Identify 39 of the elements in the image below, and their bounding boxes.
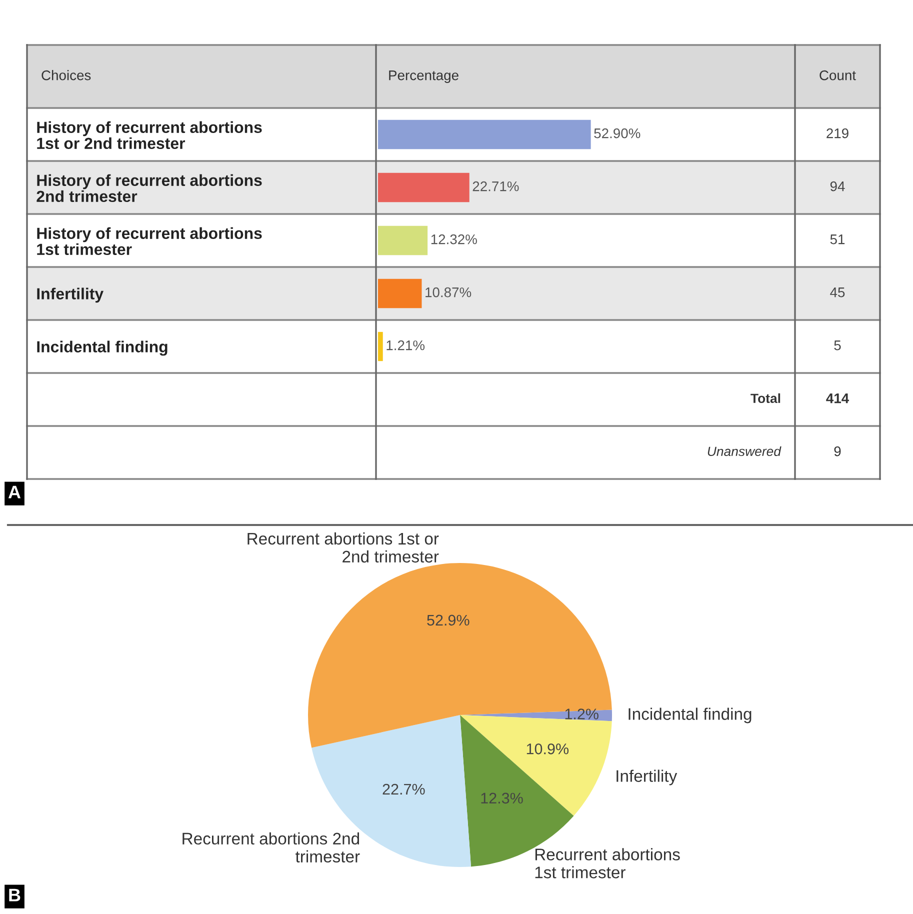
slice-label: Recurrent abortions 1st trimester — [535, 848, 680, 878]
text: 5 — [834, 340, 841, 350]
text: 94 — [830, 181, 845, 192]
data-label: 1.2% — [565, 708, 598, 720]
y-tick-label: Infertility — [37, 288, 104, 303]
bar — [378, 172, 470, 202]
slice-label: Recurrent abortions 2nd trimester — [182, 832, 360, 863]
data-label: 12.32% — [431, 234, 477, 244]
slice-label: Incidental finding — [628, 708, 752, 724]
data-label: 22.7% — [382, 784, 425, 795]
bar — [378, 278, 422, 308]
text: 45 — [830, 288, 845, 298]
text: B — [9, 888, 20, 902]
bar — [378, 226, 428, 256]
y-tick-label: Incidental finding — [37, 340, 168, 356]
text: Choices — [42, 70, 91, 80]
text: 414 — [826, 394, 850, 404]
data-label: 22.71% — [472, 181, 519, 192]
bar — [378, 120, 591, 150]
data-label: 52.9% — [427, 614, 470, 626]
data-label: 12.3% — [481, 792, 523, 804]
text: Percentage — [389, 70, 458, 83]
y-tick-label: History of recurrent abortions 1st trimester — [37, 227, 262, 256]
text: 51 — [830, 234, 845, 244]
data-label: 10.9% — [526, 743, 569, 754]
text: 219 — [826, 128, 848, 138]
text: 9 — [834, 446, 841, 456]
text: Total — [750, 393, 780, 404]
data-label: 1.21% — [386, 340, 425, 350]
text: Count — [820, 70, 856, 80]
y-tick-label: History of recurrent abortions 1st or 2nd trimester — [37, 121, 262, 150]
bar — [378, 332, 383, 362]
text: Unanswered — [708, 446, 782, 456]
slice-label: Infertility — [616, 770, 678, 786]
y-tick-label: History of recurrent abortions 2nd trimester — [36, 174, 262, 202]
data-label: 52.90% — [594, 128, 640, 138]
slice-label: Recurrent abortions 1st or 2nd trimester — [248, 532, 439, 563]
text: A — [8, 486, 21, 498]
data-label: 10.87% — [426, 287, 472, 298]
